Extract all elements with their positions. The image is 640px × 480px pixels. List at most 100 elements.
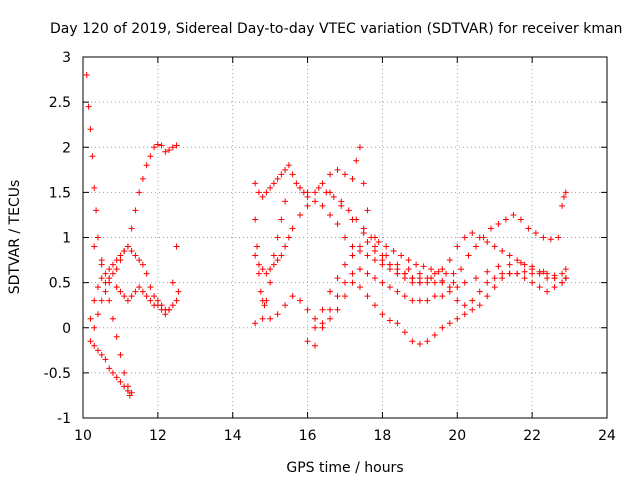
data-point [356,243,363,250]
series-arc-k [323,189,569,277]
data-point [525,225,532,232]
series-arc-e [91,243,182,318]
data-point [162,311,169,318]
data-point [413,261,420,268]
data-point [446,257,453,264]
data-point [91,184,98,191]
data-point [113,284,120,291]
data-points [83,72,569,399]
x-tick-label: 24 [598,428,616,444]
data-point [560,193,567,200]
x-tick-label: 22 [523,428,541,444]
data-point [454,243,461,250]
data-point [255,261,262,268]
data-point [473,275,479,282]
data-point [289,225,296,232]
data-point [334,293,341,300]
data-point [89,153,96,160]
data-point [147,297,154,304]
data-point [94,347,101,354]
data-point [334,306,341,313]
data-point [121,248,128,255]
data-point [151,144,158,151]
data-point [428,266,435,273]
data-point [151,293,158,300]
data-point [117,351,124,358]
data-point [342,234,348,241]
data-point [368,234,375,241]
data-point [562,189,569,196]
data-point [383,252,390,259]
data-point [259,266,266,273]
data-point [469,297,476,304]
data-point [128,293,135,300]
data-point [334,220,341,227]
data-point [342,293,348,300]
data-point [274,234,281,241]
data-point [386,317,393,324]
data-point [356,266,363,273]
data-point [461,234,468,241]
data-point [491,243,498,250]
data-point [424,297,431,304]
data-point [495,220,502,227]
data-point [136,257,143,264]
data-point [274,175,281,182]
data-point [173,297,180,304]
data-point [551,272,558,279]
data-point [465,252,472,259]
data-point [128,389,135,396]
y-tick-label: 0.5 [49,276,71,292]
data-point [349,175,356,182]
data-point [461,302,468,309]
data-point [278,216,285,223]
data-point [327,288,334,295]
series-arc-a [83,72,133,399]
data-point [327,315,334,322]
data-point [439,266,446,273]
data-point [259,193,266,200]
data-point [252,320,259,327]
data-point [371,243,378,250]
data-point [255,270,262,277]
data-point [540,234,547,241]
series-arc-c [87,141,180,322]
data-point [555,234,562,241]
data-point [409,275,416,282]
data-point [267,315,274,322]
data-point [353,157,360,164]
data-point [109,369,116,376]
data-point [390,248,397,255]
data-point [383,243,390,250]
data-point [514,257,521,264]
data-point [394,288,401,295]
data-point [162,148,169,155]
data-point [375,239,382,246]
data-point [274,257,281,264]
data-point [102,356,109,363]
data-point [91,342,98,349]
data-point [257,288,264,295]
data-point [124,297,131,304]
data-point [330,193,337,200]
data-point [517,259,524,266]
data-point [473,243,479,250]
x-tick-label: 12 [149,428,167,444]
data-point [536,270,543,277]
data-point [139,175,146,182]
data-point [544,275,551,282]
data-point [364,270,371,277]
data-point [394,320,401,327]
x-tick-label: 16 [299,428,317,444]
data-point [521,261,528,268]
data-point [117,378,124,385]
data-point [484,293,491,300]
data-point [252,180,259,187]
data-point [132,252,139,259]
data-point [431,279,438,286]
data-point [94,311,101,318]
data-point [293,180,300,187]
data-point [345,207,352,214]
data-point [506,252,513,259]
